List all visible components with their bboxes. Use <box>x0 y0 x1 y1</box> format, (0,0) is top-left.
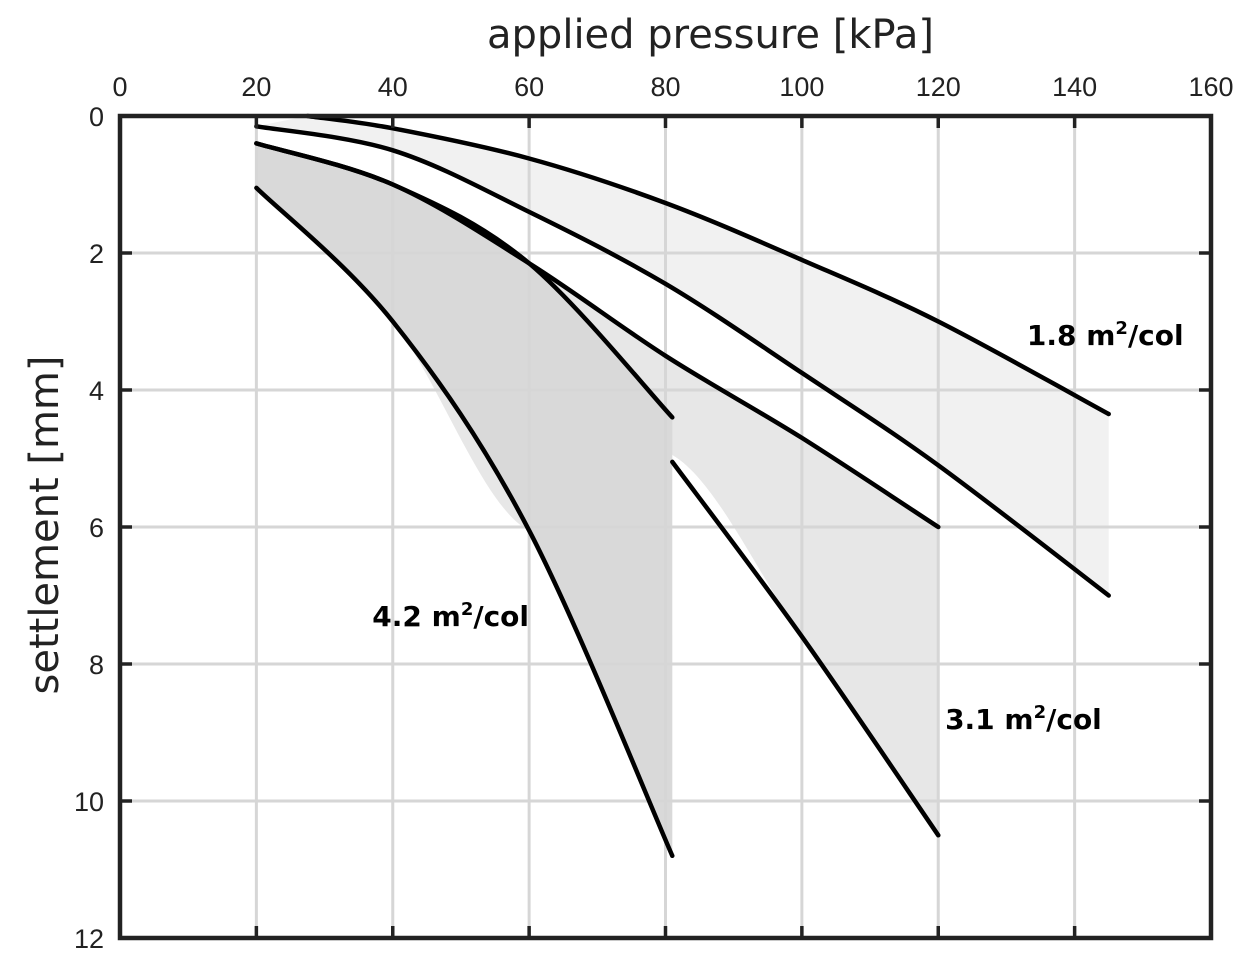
y-axis-title: settlement [mm] <box>22 355 68 694</box>
x-axis-title: applied pressure [kPa] <box>487 12 934 58</box>
y-tick-label: 4 <box>89 376 104 406</box>
x-tick-label: 100 <box>779 72 824 102</box>
y-tick-label: 8 <box>89 650 104 680</box>
x-tick-label: 20 <box>241 72 271 102</box>
gridlines <box>120 116 1211 938</box>
y-tick-label: 10 <box>74 787 104 817</box>
x-tick-label: 0 <box>112 72 127 102</box>
axis-ticks <box>118 114 1213 940</box>
curve-line <box>254 141 675 420</box>
y-tick-label: 12 <box>74 924 104 954</box>
x-tick-label: 140 <box>1052 72 1097 102</box>
band-label-1: 1.8 m2/col <box>1027 318 1184 352</box>
curves <box>254 113 1111 859</box>
tick-labels: 0 20 40 60 80 100 120 140 160 0 2 4 6 8 10 12 <box>74 72 1234 954</box>
curve-line <box>305 113 1111 417</box>
curve-line <box>254 185 675 859</box>
band-label-3: 4.2 m2/col <box>372 599 529 633</box>
band-fill-3 <box>256 143 673 856</box>
band-label-2: 3.1 m2/col <box>945 702 1102 736</box>
x-tick-label: 120 <box>916 72 961 102</box>
x-tick-label: 60 <box>514 72 544 102</box>
x-tick-label: 40 <box>378 72 408 102</box>
band-labels: 1.8 m2/col 3.1 m2/col 4.2 m2/col <box>372 318 1183 736</box>
x-tick-label: 160 <box>1188 72 1233 102</box>
y-tick-label: 0 <box>89 102 104 132</box>
y-tick-label: 2 <box>89 239 104 269</box>
y-tick-label: 6 <box>89 513 104 543</box>
band-fills <box>256 116 1109 856</box>
curve-line <box>254 124 1111 598</box>
curve-line <box>670 459 941 838</box>
x-tick-label: 80 <box>650 72 680 102</box>
